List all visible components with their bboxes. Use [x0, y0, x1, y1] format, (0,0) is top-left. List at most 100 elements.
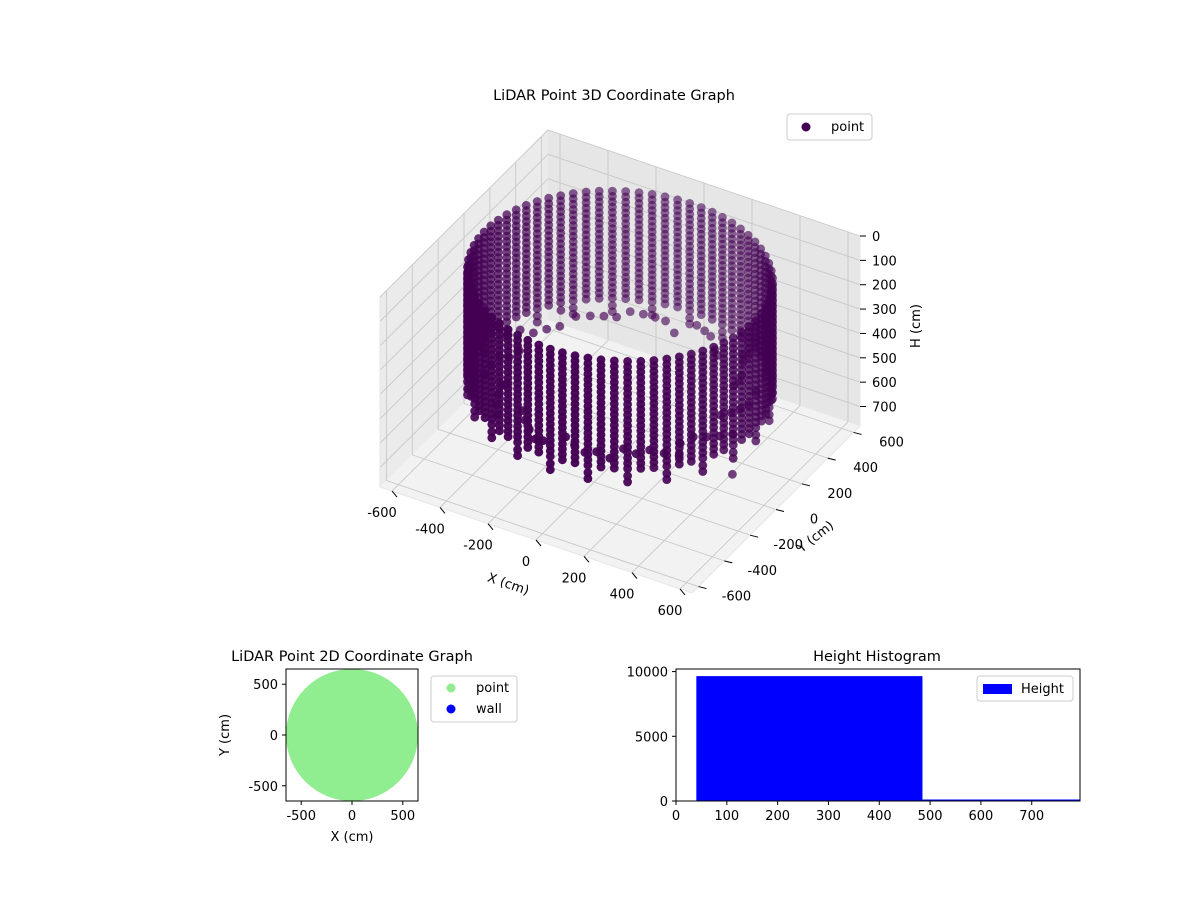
grid-y-floor: [386, 480, 699, 588]
x-tick-label-3d: 200: [562, 571, 587, 586]
grid-z-left: [379, 154, 549, 322]
x-axis-label-2d: X (cm): [331, 830, 374, 845]
data-point-3d: [673, 302, 682, 312]
data-point-3d: [556, 298, 566, 308]
histogram-bar: [922, 799, 1080, 801]
data-point-3d: [698, 467, 708, 476]
y-tick-mark-3d: [724, 560, 733, 564]
data-point-3d: [544, 301, 554, 310]
histogram-bar: [696, 676, 923, 801]
x-tick-mark-3d: [679, 588, 686, 596]
x-tick-label-2d: 500: [390, 809, 415, 824]
y-tick-label-3d: -400: [748, 564, 778, 579]
data-point-3d: [612, 312, 621, 322]
legend-marker-point-2d: [446, 683, 456, 693]
x-tick-label-histogram: 400: [867, 809, 892, 824]
data-point-3d: [634, 295, 644, 305]
ticks-histogram: 0 100 200 300 400 500 600 700 0 5000 10000: [627, 666, 1044, 824]
legend-marker-height: [983, 684, 1012, 694]
x-tick-mark-3d: [439, 507, 446, 514]
data-point-3d: [625, 307, 635, 316]
data-point-3d: [532, 317, 542, 327]
data-point-3d: [650, 312, 660, 322]
data-point-3d: [706, 332, 716, 341]
legend-histogram: Height: [976, 675, 1074, 702]
legend-2d: point wall: [430, 675, 518, 723]
grid-z-left: [379, 178, 549, 347]
ticks-2d: -500 0 500 -500 0 500: [248, 678, 415, 824]
legend-box-histogram: [976, 675, 1074, 702]
data-point-3d: [608, 293, 617, 303]
data-point-3d: [583, 474, 593, 483]
data-point-3d: [737, 435, 747, 444]
data-point-3d: [609, 463, 619, 473]
histogram-bars: [696, 676, 1080, 801]
ticks-3d: -600-400-2000200400600-600-400-200020040…: [367, 230, 904, 619]
data-point-3d: [661, 316, 670, 326]
data-point-3d: [623, 477, 632, 487]
data-point-3d: [674, 459, 684, 469]
data-point-3d: [594, 294, 604, 303]
y-tick-label-2d: -500: [248, 780, 278, 795]
x-tick-mark-3d: [583, 555, 590, 563]
y-tick-label-3d: 0: [810, 513, 818, 528]
data-point-3d: [534, 447, 544, 457]
data-point-3d: [707, 315, 717, 324]
y-tick-label-2d: 500: [253, 678, 278, 693]
data-point-3d: [686, 457, 696, 466]
data-point-3d: [621, 294, 631, 304]
y-tick-mark-3d: [827, 457, 836, 461]
data-point-3d: [744, 429, 754, 439]
grid-z-left: [379, 129, 549, 298]
x-tick-mark-3d: [391, 490, 398, 498]
x-tick-label-histogram: 200: [765, 809, 790, 824]
data-point-3d: [487, 427, 497, 437]
data-point-3d: [685, 319, 695, 329]
grid-y-floor: [541, 325, 854, 433]
data-point-3d: [581, 294, 591, 304]
z-tick-label-3d: 600: [872, 376, 897, 391]
data-point-3d: [662, 461, 672, 471]
data-point-3d: [545, 451, 555, 461]
y-tick-label-3d: -200: [773, 538, 803, 553]
data-point-3d: [698, 453, 708, 463]
y-tick-label-histogram: 5000: [635, 730, 668, 745]
x-tick-label-3d: 600: [658, 604, 683, 619]
data-point-3d: [649, 463, 659, 472]
y-tick-mark-3d: [698, 586, 707, 590]
data-point-3d: [685, 313, 695, 323]
data-point-3d: [583, 468, 593, 477]
data-point-3d: [719, 445, 729, 455]
y-tick-mark-3d: [853, 431, 862, 435]
x-tick-label-3d: -600: [367, 506, 397, 521]
data-point-3d: [558, 455, 567, 465]
data-point-3d: [513, 451, 522, 461]
histogram-axes: Height Histogram 0 100 200 300 400 500 600 7000…: [627, 649, 1081, 824]
x-tick-label-3d: 400: [610, 588, 635, 603]
panes-3d: [380, 130, 860, 593]
data-point-3d: [502, 317, 512, 327]
x-tick-label-histogram: 0: [672, 809, 680, 824]
chart-title-histogram: Height Histogram: [813, 649, 941, 665]
data-point-3d: [487, 433, 497, 443]
data-point-3d: [545, 459, 555, 468]
data-point-3d: [728, 440, 738, 450]
data-point-3d: [685, 306, 695, 315]
data-point-3d: [718, 320, 727, 329]
x-tick-label-3d: -400: [415, 522, 445, 537]
x-tick-label-histogram: 500: [918, 809, 943, 824]
data-point-3d: [728, 447, 738, 457]
data-point-3d: [692, 320, 702, 330]
data-point-3d: [728, 454, 738, 463]
data-point-3d: [571, 312, 581, 321]
data-point-3d: [700, 326, 709, 336]
x-tick-label-3d: -200: [463, 539, 493, 554]
legend-box-3d: [786, 113, 873, 141]
data-point-3d: [523, 443, 533, 452]
z-tick-label-3d: 300: [872, 303, 897, 318]
data-point-3d: [662, 469, 672, 478]
data-point-3d: [529, 328, 538, 338]
data-point-3d: [751, 430, 761, 440]
data-point-3d: [521, 308, 531, 317]
